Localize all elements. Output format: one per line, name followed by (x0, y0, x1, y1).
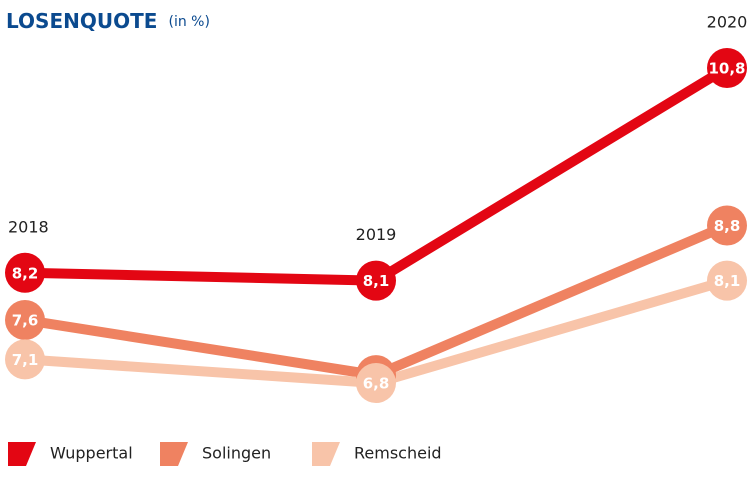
legend-label: Solingen (202, 444, 271, 463)
data-label: 7,6 (12, 312, 39, 330)
series-line (24, 63, 730, 286)
legend-label: Remscheid (354, 444, 442, 463)
point (356, 363, 396, 403)
legend-label: Wuppertal (50, 444, 133, 463)
data-label: 8,2 (12, 264, 39, 282)
point (5, 339, 45, 380)
data-label: 8,1 (363, 272, 390, 290)
data-label: 8,8 (714, 217, 741, 235)
data-label: 7,1 (12, 351, 39, 369)
point (5, 252, 45, 293)
legend-swatch (8, 442, 36, 466)
category-label: 2018 (8, 217, 49, 236)
legend-swatch (160, 442, 188, 466)
point (707, 205, 747, 246)
category-label: 2019 (356, 225, 397, 244)
chart-title: LOSENQUOTE (in %) (6, 9, 210, 33)
point (707, 48, 747, 88)
data-label: 6,8 (363, 375, 390, 393)
category-label: 2020 (707, 13, 748, 32)
data-label: 10,8 (708, 60, 745, 78)
title: LOSENQUOTE (6, 9, 157, 33)
point (707, 260, 747, 301)
subtitle: (in %) (168, 14, 209, 30)
legend-swatch (312, 442, 340, 466)
data-label: 8,1 (714, 272, 741, 290)
point (5, 300, 45, 340)
point (356, 260, 396, 301)
